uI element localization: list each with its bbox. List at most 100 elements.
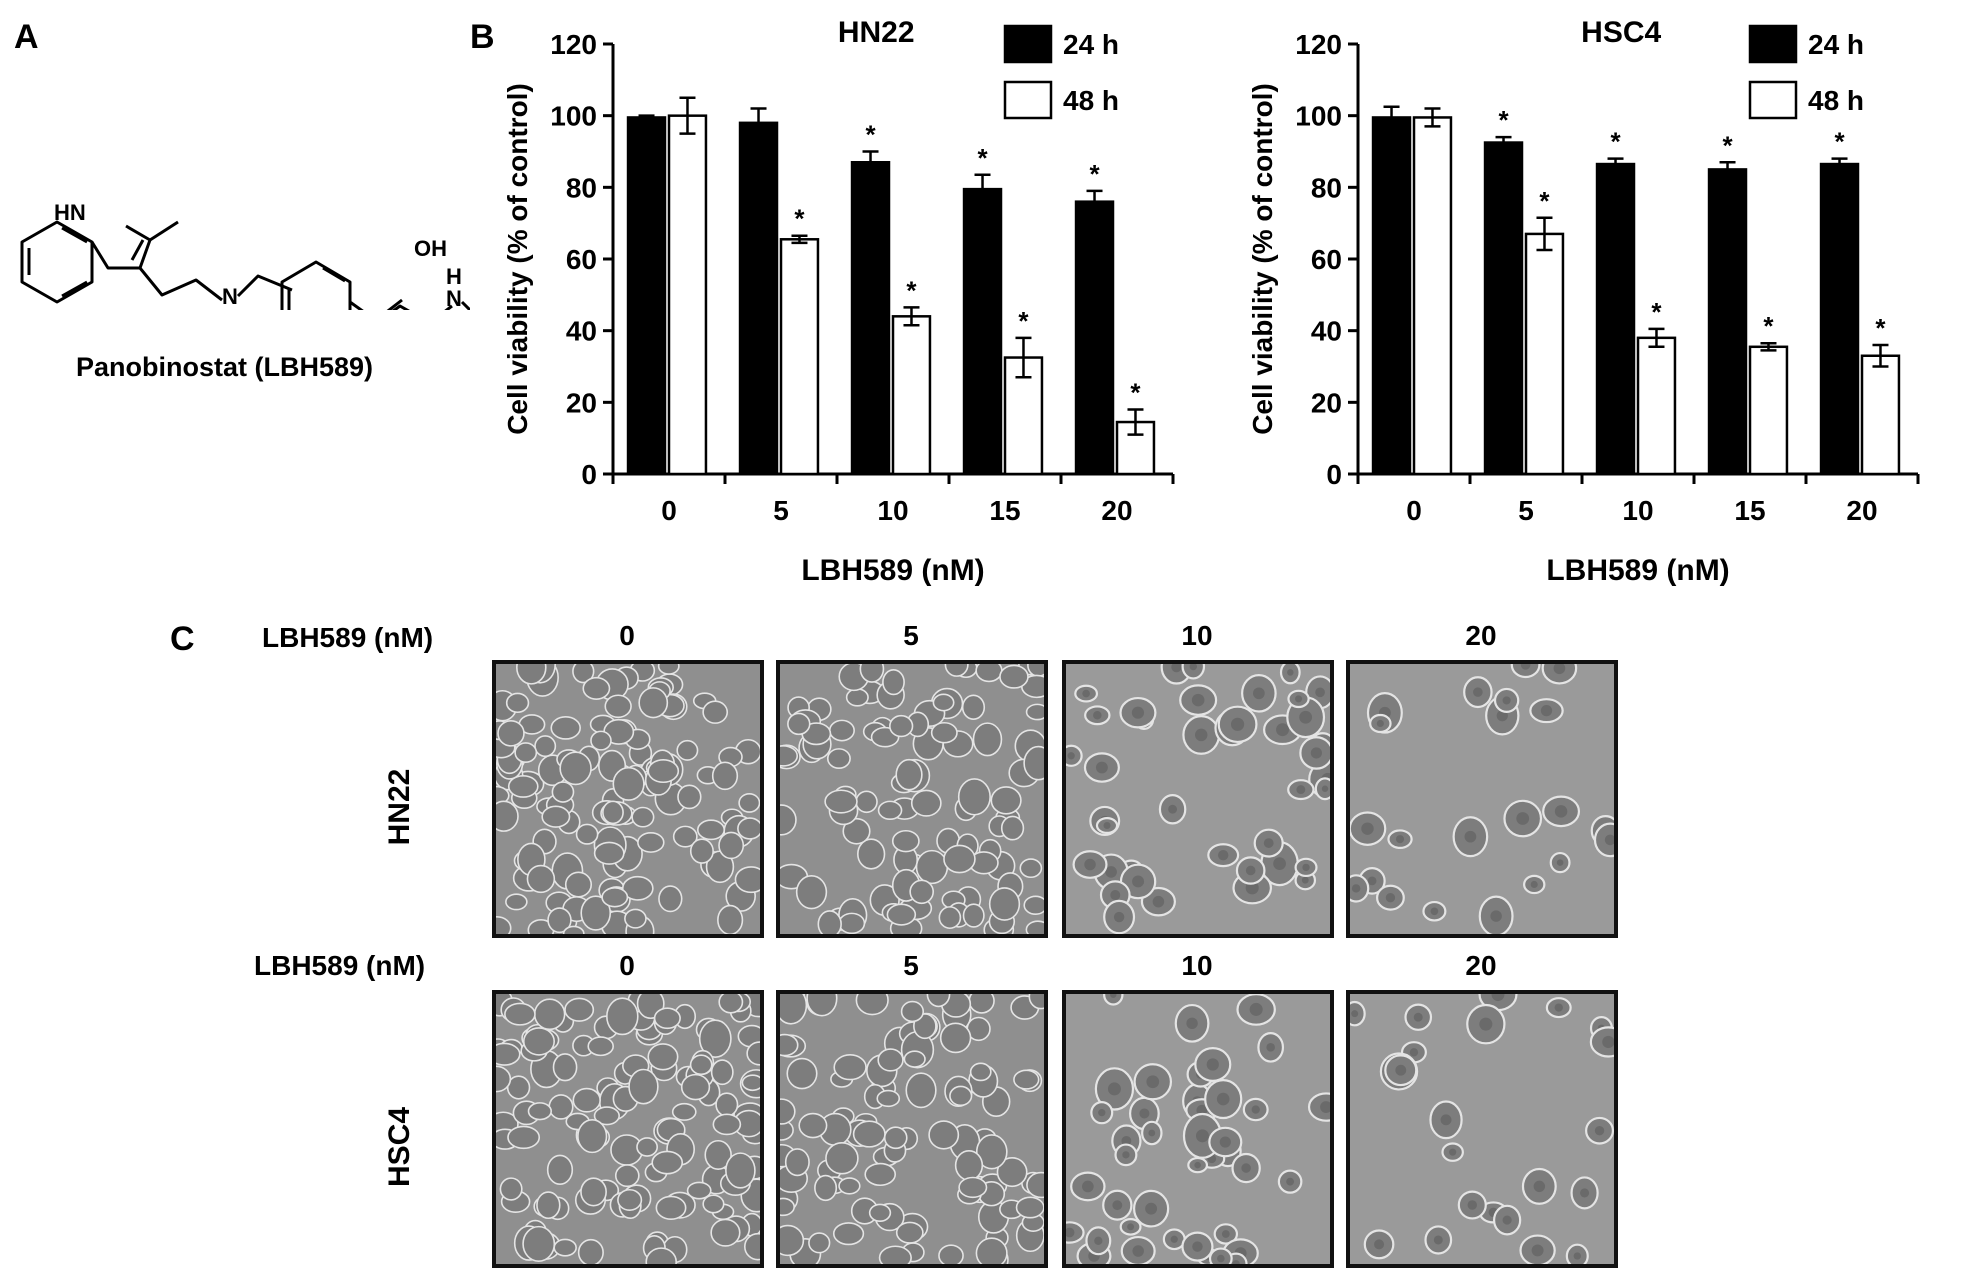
c1-bar-48h-0 [1412,116,1453,476]
c1-y-tick-label-120: 120 [1295,29,1342,60]
c1-y-tick-label-80: 80 [1311,172,1342,203]
dose-label-20: 20 [1465,620,1497,651]
c0-bar-48h-10 [891,315,932,476]
c1-y-tick-label-20: 20 [1311,387,1342,418]
c0-significance-48h-20: * [1130,378,1141,408]
dose-label-10-row2: 10 [1181,950,1213,981]
c1-bar-48h-5 [1524,232,1565,476]
c0-y-tick-label-100: 100 [550,101,597,132]
c0-y-tick-label-40: 40 [566,316,597,347]
c0-bar-48h-5 [779,238,820,476]
dose-label-5-row2: 5 [903,950,919,981]
c1-y-axis-label: Cell viability (% of control) [1247,83,1278,435]
c1-x-tick-label-15: 15 [1734,495,1765,526]
c0-bar-24h-20 [1074,200,1115,476]
c0-bar-24h-5 [738,121,779,476]
atom-h: H [224,308,240,310]
dose-label-0: 0 [619,620,635,651]
c0-y-tick-label-20: 20 [566,387,597,418]
dose-label-20-row2: 20 [1465,950,1497,981]
c0-chart-title: HN22 [838,16,915,49]
c0-significance-24h-20: * [1089,159,1100,189]
c1-legend-label-24h: 24 h [1808,29,1864,60]
c0-x-tick-label-0: 0 [661,495,677,526]
atom-n: N [222,284,238,309]
c0-legend-label-48h: 48 h [1063,85,1119,116]
c1-significance-48h-5: * [1539,186,1550,216]
c0-bar-48h-0 [667,114,708,476]
micrograph-texture [780,994,1044,1264]
c1-x-tick-label-20: 20 [1846,495,1877,526]
dose-label-0-row2: 0 [619,950,635,981]
atom-h2: H [446,264,462,289]
cell-line-label-hn22: HN22 [383,768,416,846]
c0-bar-24h-15 [962,187,1003,476]
c0-significance-48h-10: * [906,275,917,305]
molecule-name: Panobinostat (LBH589) [76,352,374,382]
micrograph-texture [1066,664,1330,934]
c1-x-tick-label-5: 5 [1518,495,1534,526]
c1-significance-48h-15: * [1763,311,1774,341]
c1-x-tick-label-10: 10 [1622,495,1653,526]
c1-x-axis-label: LBH589 (nM) [1546,554,1729,587]
c1-significance-48h-20: * [1875,313,1886,343]
c0-bar-24h-10 [850,161,891,476]
micrograph-texture [1350,664,1614,934]
c1-y-tick-label-100: 100 [1295,101,1342,132]
panel-label-c: C [170,620,195,658]
chart-hsc4: 0 20 40 60 80 100 120 0 5 * * 10 * * 15 * * 20 * * LBH589 (n… [1247,16,1920,587]
cell-line-label-hsc4: HSC4 [383,1106,416,1188]
c1-bar-24h-10 [1595,162,1636,476]
c1-legend-label-48h: 48 h [1808,85,1864,116]
c0-x-tick-label-10: 10 [877,495,908,526]
micrograph-hn22-20nm [1346,660,1618,938]
c1-significance-24h-20: * [1834,127,1845,157]
atom-n2: N [446,286,462,310]
c0-legend-swatch-48h [1003,80,1053,120]
panel-label-b: B [470,18,495,56]
micrograph-hsc4-5nm [776,990,1048,1268]
c1-y-tick-label-60: 60 [1311,244,1342,275]
micrograph-texture [1350,994,1614,1264]
c1-bar-24h-15 [1707,168,1748,476]
c1-y-tick-label-40: 40 [1311,316,1342,347]
c1-bar-48h-20 [1860,354,1901,476]
c1-bar-24h-5 [1483,141,1524,476]
c0-significance-48h-15: * [1018,306,1029,336]
c1-bar-48h-10 [1636,336,1677,476]
c0-y-tick-label-120: 120 [550,29,597,60]
c0-y-tick-label-0: 0 [581,459,597,490]
dose-label-10: 10 [1181,620,1213,651]
micrograph-hn22-10nm [1062,660,1334,938]
c0-legend-label-24h: 24 h [1063,29,1119,60]
micrograph-texture [1066,994,1330,1264]
atom-oh-label: OH [414,236,447,261]
c1-significance-24h-10: * [1610,127,1621,157]
micrograph-hsc4-10nm [1062,990,1334,1268]
panobinostat-structure: HN N H O N H OH [20,200,470,310]
c0-x-tick-label-20: 20 [1101,495,1132,526]
c0-y-axis-label: Cell viability (% of control) [502,83,533,435]
c0-significance-24h-10: * [865,120,876,150]
c0-legend-swatch-24h [1003,24,1053,64]
c1-chart-title: HSC4 [1581,16,1661,49]
c0-x-tick-label-5: 5 [773,495,789,526]
c0-y-tick-label-80: 80 [566,172,597,203]
c1-significance-24h-15: * [1722,130,1733,160]
micrograph-row-header-2: LBH589 (nM) [254,950,426,981]
c1-legend-swatch-48h [1748,80,1798,120]
c1-y-tick-label-0: 0 [1326,459,1342,490]
atom-hn: HN [54,200,86,225]
c1-x-tick-label-0: 0 [1406,495,1422,526]
micrograph-texture [496,664,760,934]
c0-x-axis-label: LBH589 (nM) [801,554,984,587]
micrograph-hn22-0nm [492,660,764,938]
c0-bar-24h-0 [626,116,667,476]
micrograph-row-header-1: LBH589 (nM) [262,622,434,653]
micrograph-hn22-5nm [776,660,1048,938]
dose-label-5: 5 [903,620,919,651]
chart-hn22: 0 20 40 60 80 100 120 0 5 * 10 * * 15 * * 20 * * LBH589 (nM… [502,16,1175,587]
c1-significance-48h-10: * [1651,297,1662,327]
c1-bar-24h-20 [1819,162,1860,476]
c1-legend-swatch-24h [1748,24,1798,64]
